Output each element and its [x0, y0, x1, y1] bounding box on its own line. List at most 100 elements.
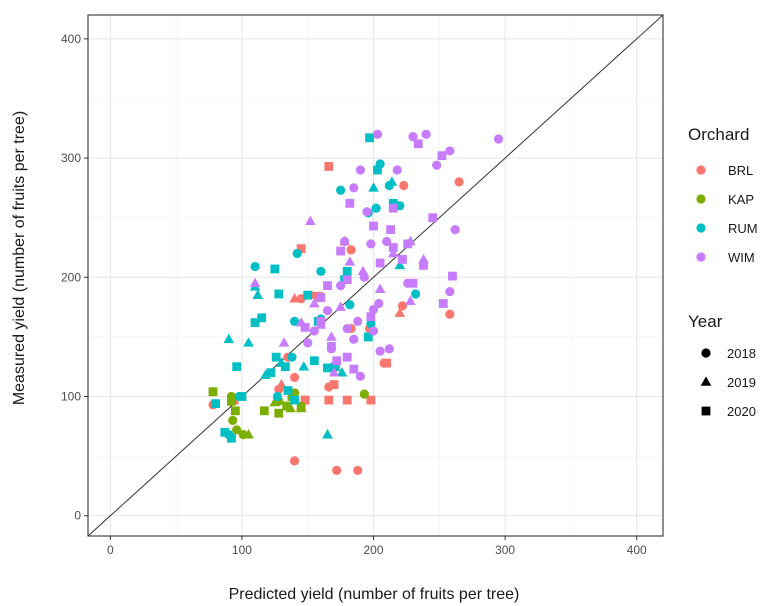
data-point-brl [399, 180, 409, 191]
data-point-brl [332, 465, 342, 476]
data-point-wim [316, 317, 326, 326]
data-point-rum [250, 261, 260, 272]
data-point-brl [324, 162, 334, 171]
x-axis-ticks: 0 100 200 300 400 [107, 536, 647, 557]
data-point-wim [344, 256, 356, 266]
x-tick-label: 200 [364, 543, 384, 557]
data-point-wim [308, 297, 320, 308]
data-point-wim [355, 165, 365, 175]
legend-year: 2018 2019 2020 [700, 346, 756, 419]
data-point-rum [322, 429, 333, 439]
data-point-wim [386, 225, 396, 234]
data-point-wim [357, 265, 369, 276]
data-point-rum [298, 361, 310, 371]
data-point-wim [326, 331, 337, 341]
data-point-rum [345, 300, 355, 310]
data-point-wim [403, 239, 413, 249]
data-point-rum [252, 289, 264, 299]
data-point-rum [388, 198, 398, 208]
data-point-wim [335, 301, 346, 311]
data-point-rum [373, 165, 382, 175]
legend-orchard: BRL KAP RUM WIM [696, 163, 758, 265]
legend-orchard-key-brl [696, 165, 706, 175]
data-point-wim [339, 236, 350, 247]
data-point-rum [227, 433, 236, 443]
data-point-wim [413, 139, 423, 149]
x-tick-label: 100 [232, 543, 252, 557]
data-point-brl [394, 307, 406, 317]
y-axis-ticks: 0 100 200 300 400 [61, 32, 88, 523]
data-point-wim [388, 203, 398, 213]
data-point-rum [266, 368, 276, 378]
data-point-wim [408, 278, 418, 288]
data-point-kap [243, 429, 254, 439]
data-point-rum [366, 319, 376, 329]
data-point-kap [269, 396, 281, 407]
data-point-wim [421, 129, 431, 139]
data-point-rum [371, 203, 381, 213]
plot-panel-border [87, 14, 664, 537]
grid-minor [88, 15, 663, 536]
data-point-rum [336, 367, 348, 377]
data-point-wim [388, 243, 398, 252]
data-point-brl [289, 293, 300, 303]
data-point-rum [220, 427, 230, 437]
legend-year-title: Year [688, 312, 723, 331]
data-point-brl [296, 244, 306, 254]
data-point-rum [336, 185, 346, 195]
x-tick-label: 400 [627, 543, 647, 557]
data-point-rum [303, 290, 313, 300]
data-point-rum [237, 392, 247, 401]
y-tick-label: 300 [61, 151, 81, 165]
data-point-wim [332, 356, 342, 366]
data-point-kap [259, 406, 269, 416]
data-point-brl [276, 378, 287, 389]
data-point-wim [366, 312, 376, 322]
data-point-rum [290, 395, 299, 405]
data-point-brl [289, 456, 300, 466]
data-point-rum [386, 176, 398, 186]
data-point-wim [450, 224, 460, 235]
y-tick-label: 200 [61, 270, 81, 284]
data-point-wim [392, 165, 402, 175]
data-point-wim [369, 221, 378, 231]
data-point-rum [316, 266, 326, 276]
data-point-kap [230, 406, 240, 416]
data-point-rum [271, 352, 281, 362]
data-points [208, 129, 504, 476]
data-point-brl [445, 309, 455, 319]
x-axis-title: Predicted yield (number of fruits per tr… [229, 586, 520, 603]
data-point-brl [324, 395, 334, 405]
data-point-wim [398, 255, 407, 264]
data-point-wim [374, 298, 384, 309]
y-tick-label: 0 [74, 509, 81, 523]
data-point-brl [289, 372, 300, 383]
identity-reference-line [87, 14, 664, 537]
data-point-wim [445, 146, 455, 156]
data-point-rum [323, 363, 332, 373]
legend-orchard-key-kap [696, 194, 706, 204]
data-point-wim [328, 367, 340, 377]
data-point-wim [387, 247, 399, 258]
data-point-rum [394, 259, 406, 270]
data-point-kap [282, 401, 292, 411]
data-point-rum [243, 337, 254, 347]
legend-orchard-label: WIM [728, 250, 755, 265]
data-point-brl [342, 395, 352, 405]
y-axis-title: Measured yield (number of fruits per tre… [11, 111, 28, 405]
data-point-rum [257, 313, 267, 323]
legend-year-key-2019 [700, 376, 712, 386]
data-point-rum [283, 386, 293, 395]
data-point-wim [342, 323, 352, 334]
data-point-wim [419, 260, 428, 270]
legend-year-label: 2020 [727, 404, 756, 419]
data-point-wim [327, 342, 336, 351]
data-point-rum [250, 318, 260, 327]
data-point-rum [232, 362, 242, 372]
data-point-wim [428, 213, 438, 223]
data-point-kap [359, 389, 369, 399]
data-point-rum [223, 333, 235, 344]
data-point-wim [300, 322, 310, 332]
data-point-brl [329, 380, 339, 389]
